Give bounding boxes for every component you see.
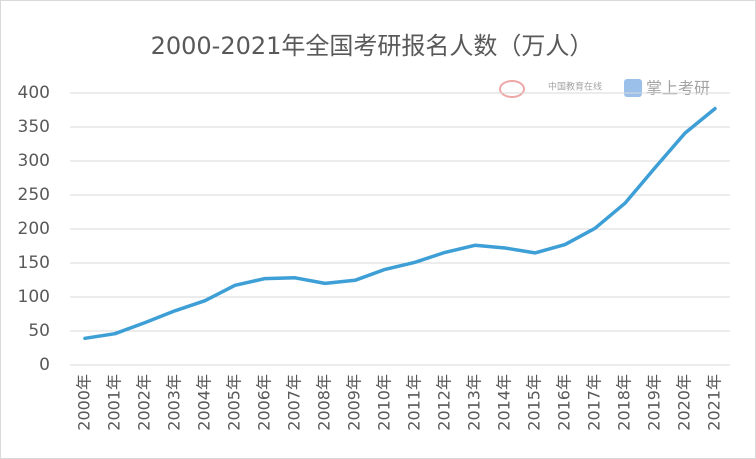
x-tick-label: 2018年 (615, 374, 634, 431)
watermark-text: 中国教育在线 (548, 81, 602, 93)
x-tick-label: 2014年 (495, 374, 514, 431)
x-tick-label: 2015年 (525, 374, 544, 431)
chart-title: 2000-2021年全国考研报名人数（万人） (151, 32, 594, 60)
x-tick-label: 2004年 (195, 374, 214, 431)
watermark-text: 掌上考研 (646, 79, 710, 98)
watermark-icon (624, 79, 642, 97)
x-tick-label: 2016年 (555, 374, 574, 431)
y-tick-label: 0 (39, 355, 50, 375)
x-tick-label: 2003年 (165, 374, 184, 431)
y-tick-label: 150 (18, 253, 50, 273)
x-tick-label: 2017年 (585, 374, 604, 431)
x-tick-label: 2010年 (375, 374, 394, 431)
y-tick-label: 400 (18, 83, 50, 103)
y-tick-label: 200 (18, 219, 50, 239)
x-tick-label: 2021年 (705, 374, 724, 431)
x-tick-label: 2000年 (75, 374, 94, 431)
x-tick-label: 2005年 (225, 374, 244, 431)
x-tick-label: 2009年 (345, 374, 364, 431)
y-tick-label: 350 (18, 117, 50, 137)
data-line (83, 106, 717, 341)
y-tick-label: 50 (28, 321, 50, 341)
x-tick-label: 2013年 (465, 374, 484, 431)
x-tick-label: 2006年 (255, 374, 274, 431)
y-tick-label: 250 (18, 185, 50, 205)
y-tick-label: 100 (18, 287, 50, 307)
x-tick-label: 2019年 (645, 374, 664, 431)
x-tick-label: 2020年 (675, 374, 694, 431)
x-tick-label: 2011年 (405, 374, 424, 431)
x-tick-label: 2012年 (435, 374, 454, 431)
y-tick-label: 300 (18, 151, 50, 171)
x-tick-label: 2002年 (135, 374, 154, 431)
watermark-logo (499, 80, 525, 98)
x-tick-label: 2001年 (105, 374, 124, 431)
x-tick-label: 2008年 (315, 374, 334, 431)
x-tick-label: 2007年 (285, 374, 304, 431)
